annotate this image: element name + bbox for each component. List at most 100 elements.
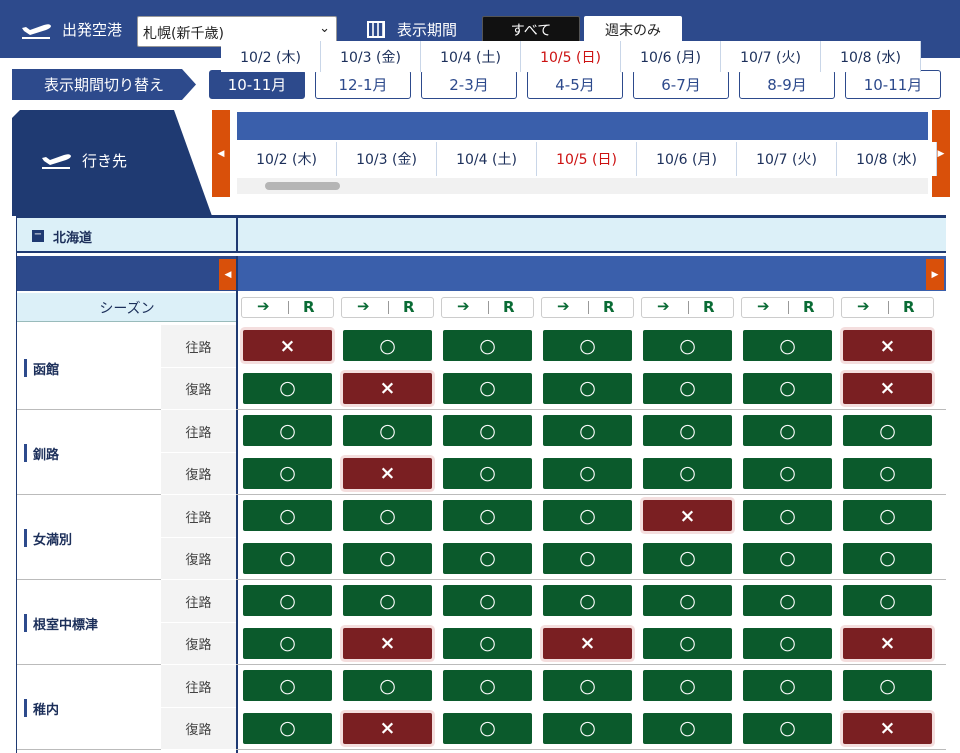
outbound-arrow: ➔ xyxy=(857,297,870,315)
availability-button[interactable]: ○ xyxy=(843,415,932,446)
availability-button[interactable]: ○ xyxy=(543,500,632,531)
availability-button[interactable]: ○ xyxy=(243,542,332,574)
availability-button[interactable]: ○ xyxy=(243,372,332,404)
availability-button[interactable]: ○ xyxy=(743,627,832,659)
availability-button[interactable]: ○ xyxy=(543,457,632,489)
availability-button[interactable]: ○ xyxy=(743,500,832,531)
availability-button[interactable]: ○ xyxy=(543,330,632,361)
availability-button[interactable]: ○ xyxy=(543,542,632,574)
availability-button[interactable]: ○ xyxy=(743,372,832,404)
availability-button[interactable]: ○ xyxy=(443,457,532,489)
availability-button[interactable]: ○ xyxy=(443,542,532,574)
availability-button[interactable]: ○ xyxy=(243,712,332,744)
scroller-bar xyxy=(237,112,928,140)
availability-button[interactable]: × xyxy=(643,500,732,531)
availability-button[interactable]: × xyxy=(843,330,932,361)
availability-button[interactable]: ○ xyxy=(343,585,432,616)
availability-button[interactable]: ○ xyxy=(543,670,632,701)
departure-icon xyxy=(20,18,52,40)
availability-button[interactable]: ○ xyxy=(843,542,932,574)
availability-button[interactable]: × xyxy=(343,712,432,744)
route-marker xyxy=(24,443,27,462)
leg-label-cell xyxy=(161,622,236,665)
availability-button[interactable]: × xyxy=(343,457,432,489)
availability-button[interactable]: ○ xyxy=(743,670,832,701)
period-tab[interactable]: 8-9月 xyxy=(739,70,835,99)
availability-button[interactable]: ○ xyxy=(643,372,732,404)
availability-button[interactable]: × xyxy=(343,372,432,404)
availability-button[interactable]: ○ xyxy=(743,330,832,361)
period-switch-label: 表示期間切り替え xyxy=(12,69,196,100)
availability-button[interactable]: ○ xyxy=(743,415,832,446)
availability-button[interactable]: ○ xyxy=(243,585,332,616)
availability-button[interactable]: ○ xyxy=(743,457,832,489)
period-tab[interactable]: 4-5月 xyxy=(527,70,623,99)
scroll-left[interactable]: ◀ xyxy=(212,110,230,197)
availability-button[interactable]: ○ xyxy=(343,500,432,531)
leg-label-cell xyxy=(161,495,236,538)
availability-button[interactable]: ○ xyxy=(443,330,532,361)
availability-button[interactable]: ○ xyxy=(643,585,732,616)
availability-button[interactable]: ○ xyxy=(243,415,332,446)
availability-button[interactable]: ○ xyxy=(543,372,632,404)
availability-button[interactable]: ○ xyxy=(443,500,532,531)
availability-button[interactable]: ○ xyxy=(743,712,832,744)
availability-button[interactable]: ○ xyxy=(543,585,632,616)
scrollbar-thumb[interactable] xyxy=(265,182,340,190)
availability-button[interactable]: ○ xyxy=(443,372,532,404)
outbound-arrow: ➔ xyxy=(757,297,770,315)
table-scroll-left[interactable]: ◀ xyxy=(219,259,237,290)
availability-button[interactable]: ○ xyxy=(543,712,632,744)
availability-button[interactable]: ○ xyxy=(643,542,732,574)
leg-label: 往路 xyxy=(185,425,212,441)
direction-pill xyxy=(741,297,834,318)
period-tab[interactable]: 10-11月 xyxy=(845,70,941,99)
availability-button[interactable]: × xyxy=(843,712,932,744)
availability-button[interactable]: ○ xyxy=(343,330,432,361)
availability-button[interactable]: ○ xyxy=(743,542,832,574)
collapse-icon[interactable]: − xyxy=(32,229,44,242)
availability-button[interactable]: ○ xyxy=(443,585,532,616)
table-date: 10/5 (日) xyxy=(521,41,621,72)
period-option[interactable]: すべて xyxy=(482,16,580,44)
availability-button[interactable]: ○ xyxy=(443,415,532,446)
availability-button[interactable]: ○ xyxy=(643,627,732,659)
availability-button[interactable]: ○ xyxy=(343,415,432,446)
availability-button[interactable]: × xyxy=(543,627,632,659)
period-option[interactable]: 週末のみ xyxy=(584,16,682,44)
availability-button[interactable]: × xyxy=(243,330,332,361)
availability-button[interactable]: × xyxy=(843,627,932,659)
period-tab[interactable]: 2-3月 xyxy=(421,70,517,99)
availability-button[interactable]: × xyxy=(843,372,932,404)
route-name: 釧路 xyxy=(33,447,60,463)
availability-button[interactable]: ○ xyxy=(443,670,532,701)
availability-button[interactable]: ○ xyxy=(243,670,332,701)
availability-button[interactable]: ○ xyxy=(643,712,732,744)
leg-label: 復路 xyxy=(185,723,212,739)
period-tab[interactable]: 12-1月 xyxy=(315,70,411,99)
period-tab[interactable]: 10-11月 xyxy=(209,70,305,99)
table-scroll-right[interactable]: ▶ xyxy=(926,259,944,290)
date-row-left xyxy=(17,256,237,291)
availability-button[interactable]: ○ xyxy=(243,457,332,489)
availability-button[interactable]: ○ xyxy=(743,585,832,616)
availability-button[interactable]: ○ xyxy=(643,330,732,361)
availability-button[interactable]: ○ xyxy=(343,542,432,574)
period-tab[interactable]: 6-7月 xyxy=(633,70,729,99)
availability-button[interactable]: ○ xyxy=(643,457,732,489)
availability-button[interactable]: ○ xyxy=(243,500,332,531)
availability-button[interactable]: ○ xyxy=(443,627,532,659)
availability-button[interactable]: ○ xyxy=(643,415,732,446)
table-date: 10/7 (火) xyxy=(721,41,821,72)
availability-button[interactable]: ○ xyxy=(243,627,332,659)
availability-button[interactable]: ○ xyxy=(543,415,632,446)
availability-button[interactable]: ○ xyxy=(443,712,532,744)
availability-button[interactable]: × xyxy=(343,627,432,659)
availability-button[interactable]: ○ xyxy=(843,585,932,616)
availability-button[interactable]: ○ xyxy=(843,670,932,701)
availability-button[interactable]: ○ xyxy=(343,670,432,701)
availability-button[interactable]: ○ xyxy=(843,457,932,489)
availability-button[interactable]: ○ xyxy=(843,500,932,531)
availability-button[interactable]: ○ xyxy=(643,670,732,701)
